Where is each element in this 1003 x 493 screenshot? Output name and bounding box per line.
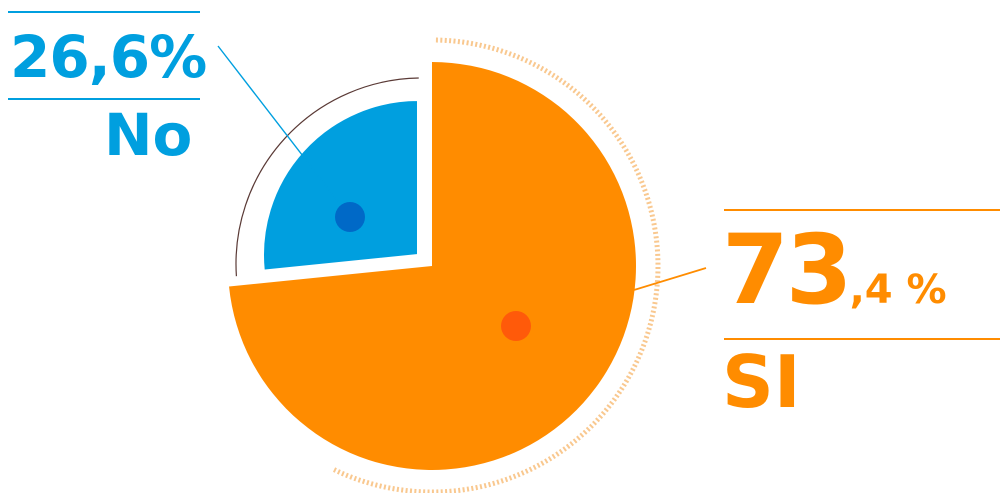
- no-category-label: No: [104, 101, 193, 169]
- si-middle-rule: [724, 338, 1000, 340]
- pie-slice-si: [229, 62, 637, 470]
- no-top-rule: [8, 11, 200, 13]
- si-percentage-label: 73,4 %: [722, 222, 947, 318]
- si-category-label: SI: [722, 340, 801, 424]
- si-percentage-integer: 73: [722, 214, 853, 326]
- marker-dot-si: [501, 311, 531, 341]
- leader-line-si: [515, 267, 707, 327]
- leader-lines: [217, 45, 707, 341]
- decorations: [235, 37, 661, 493]
- si-top-rule: [724, 209, 1000, 211]
- no-middle-rule: [8, 98, 200, 100]
- thin-ring-no: [235, 77, 419, 277]
- no-percentage-label: 26,6%: [10, 23, 207, 91]
- pie-slice-no: [262, 98, 419, 272]
- pie-slices: [229, 62, 637, 470]
- marker-dot-no: [335, 202, 365, 232]
- si-percentage-decimal: ,4 %: [849, 267, 947, 313]
- leader-line-no: [217, 45, 351, 218]
